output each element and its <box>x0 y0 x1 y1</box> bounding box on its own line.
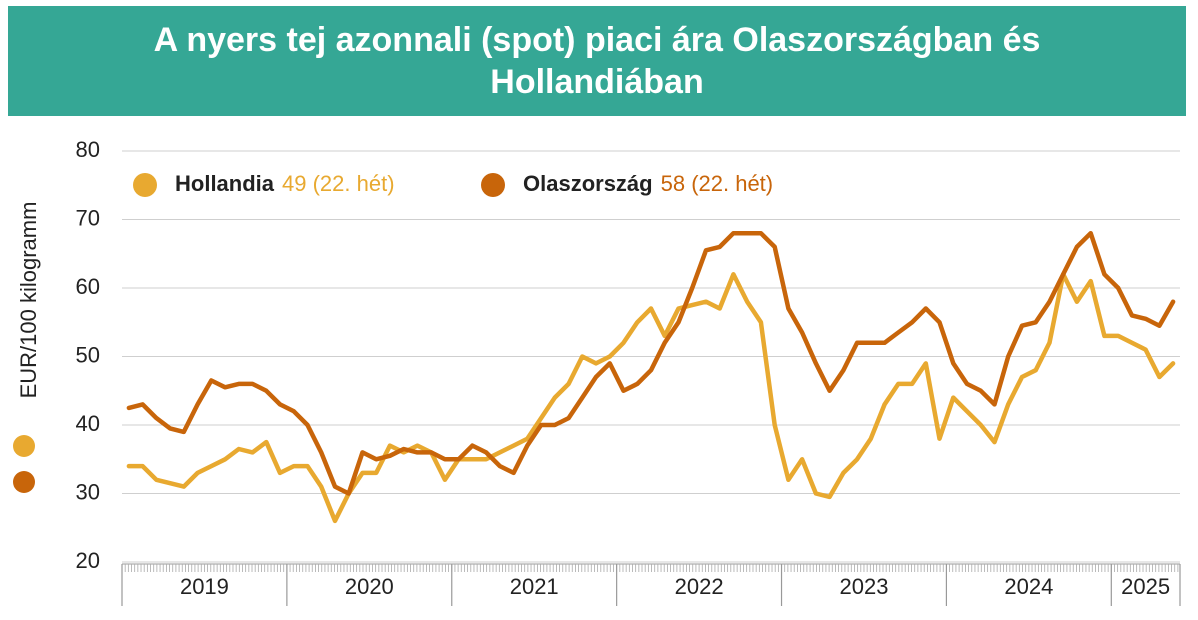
legend-note: 49 (22. hét) <box>282 171 395 196</box>
y-tick-label: 30 <box>76 479 100 504</box>
y-axis-label: EUR/100 kilogramm <box>16 202 41 399</box>
y-tick-label: 60 <box>76 274 100 299</box>
legend-entry: Hollandia 49 (22. hét) <box>175 171 395 196</box>
chart-title: A nyers tej azonnali (spot) piaci ára Ol… <box>153 21 1041 101</box>
legend-dot <box>481 173 505 197</box>
x-tick-label: 2020 <box>345 574 394 599</box>
title-banner: A nyers tej azonnali (spot) piaci ára Ol… <box>8 6 1186 116</box>
y-tick-label: 70 <box>76 205 100 230</box>
x-tick-label: 2024 <box>1004 574 1053 599</box>
x-tick-label: 2025 <box>1121 574 1170 599</box>
x-tick-label: 2019 <box>180 574 229 599</box>
axis-legend-dot <box>13 471 35 493</box>
legend-dot <box>133 173 157 197</box>
legend-name: Olaszország <box>523 171 653 196</box>
series-line <box>126 272 1176 524</box>
y-tick-label: 50 <box>76 342 100 367</box>
y-tick-label: 80 <box>76 137 100 162</box>
legend-note: 58 (22. hét) <box>661 171 774 196</box>
x-tick-label: 2022 <box>675 574 724 599</box>
legend-entry: Olaszország 58 (22. hét) <box>523 171 773 196</box>
x-tick-label: 2021 <box>510 574 559 599</box>
y-tick-label: 20 <box>76 548 100 573</box>
series-line <box>126 230 1176 496</box>
legend-name: Hollandia <box>175 171 275 196</box>
axis-legend-dot <box>13 435 35 457</box>
y-tick-label: 40 <box>76 411 100 436</box>
x-tick-label: 2023 <box>839 574 888 599</box>
